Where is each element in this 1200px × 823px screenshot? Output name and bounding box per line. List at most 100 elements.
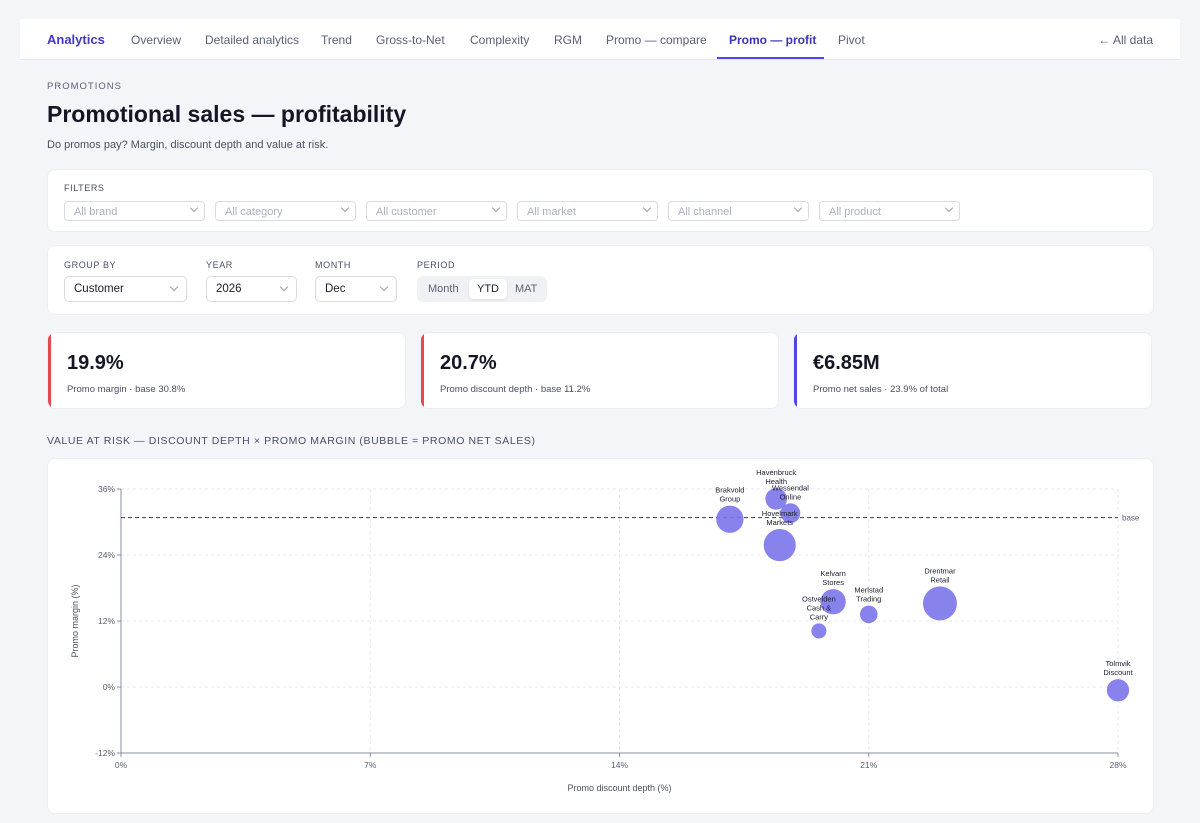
kpi-value: 19.9% bbox=[67, 352, 124, 374]
bubble-label-line: Markets bbox=[766, 518, 793, 527]
kpi-card-promo-margin: 19.9% Promo margin · base 30.8% bbox=[47, 332, 406, 409]
chevron-down-icon bbox=[189, 203, 199, 213]
top-nav: Analytics Overview Detailed analytics Tr… bbox=[20, 19, 1180, 60]
kpi-accent-bar bbox=[794, 333, 797, 408]
active-tab-indicator bbox=[717, 57, 824, 59]
tab-pivot[interactable]: Pivot bbox=[838, 33, 865, 47]
bubble-label: Havenbruck Health bbox=[756, 468, 796, 486]
group-by-value: Customer bbox=[74, 283, 124, 295]
filters-card: FILTERS All brand All category All custo… bbox=[47, 169, 1154, 232]
brand-filter[interactable]: All brand bbox=[64, 201, 205, 221]
bubble bbox=[763, 529, 796, 562]
kpi-accent-bar bbox=[48, 333, 51, 408]
bubble bbox=[716, 505, 744, 533]
tab-detailed-analytics[interactable]: Detailed analytics bbox=[205, 33, 300, 47]
filters-label: FILTERS bbox=[64, 183, 105, 193]
tab-rgm[interactable]: RGM bbox=[554, 33, 582, 47]
chevron-down-icon bbox=[169, 282, 179, 292]
bubble-label-line: Online bbox=[780, 492, 802, 501]
bubble bbox=[780, 503, 801, 524]
group-by-select[interactable]: Customer bbox=[64, 276, 187, 302]
chevron-down-icon bbox=[279, 282, 289, 292]
bubble-label-line: Tolmvik bbox=[1105, 659, 1130, 668]
bubble-label-line: Health bbox=[765, 477, 787, 486]
kpi-value: €6.85M bbox=[813, 352, 880, 374]
brand-filter-placeholder: All brand bbox=[74, 206, 118, 218]
bubble-label: Ostvelden Cash & Carry bbox=[802, 594, 836, 621]
all-data-link[interactable]: ← All data bbox=[1098, 33, 1153, 47]
x-tick-label: 0% bbox=[115, 760, 128, 770]
product-filter[interactable]: All product bbox=[819, 201, 960, 221]
bubble-label: Tolmvik Discount bbox=[1103, 659, 1133, 677]
y-tick-label: 24% bbox=[98, 550, 115, 560]
period-toggle: Month YTD MAT bbox=[417, 276, 547, 302]
category-filter[interactable]: All category bbox=[215, 201, 356, 221]
bubble bbox=[811, 623, 827, 639]
channel-filter[interactable]: All channel bbox=[668, 201, 809, 221]
chevron-down-icon bbox=[944, 203, 954, 213]
bubble-chart-card: 0% 7% 14% 21% 28% -12% 0% 12% 24% 36% base Havenbr… bbox=[47, 458, 1154, 814]
bubble-label: Merlstad Trading bbox=[854, 586, 883, 604]
kpi-caption: Promo net sales · 23.9% of total bbox=[813, 384, 949, 395]
bubble-label-line: Brakvold bbox=[715, 486, 744, 495]
brand-logo[interactable]: Analytics bbox=[47, 32, 105, 47]
chevron-down-icon bbox=[491, 203, 501, 213]
period-ytd-button[interactable]: YTD bbox=[469, 279, 507, 299]
chart-bubbles bbox=[716, 488, 1130, 702]
year-label: YEAR bbox=[206, 260, 233, 270]
tab-overview[interactable]: Overview bbox=[131, 33, 182, 47]
bubble-label-line: Kelvarn bbox=[820, 569, 845, 578]
bubble-label: Brakvold Group bbox=[715, 486, 744, 504]
bubble-label-line: Ostvelden bbox=[802, 594, 836, 603]
chevron-down-icon bbox=[793, 203, 803, 213]
chart-grid bbox=[120, 488, 1119, 754]
period-mat-button[interactable]: MAT bbox=[515, 283, 538, 295]
y-tick-label: -12% bbox=[95, 748, 115, 758]
tab-gross-to-net[interactable]: Gross-to-Net bbox=[376, 33, 445, 47]
bubble-label-line: Stores bbox=[822, 578, 844, 587]
x-tick-label: 7% bbox=[364, 760, 377, 770]
bubble-label-line: Discount bbox=[1103, 668, 1133, 677]
bubble-label: Drentmar Retail bbox=[924, 566, 956, 584]
y-tick-label: 12% bbox=[98, 616, 115, 626]
page-eyebrow: PROMOTIONS bbox=[47, 81, 122, 92]
tab-promo-compare[interactable]: Promo — compare bbox=[606, 33, 707, 47]
bubble-label: Wessendal Online bbox=[772, 483, 809, 501]
market-filter[interactable]: All market bbox=[517, 201, 658, 221]
tab-trend[interactable]: Trend bbox=[321, 33, 352, 47]
bubble bbox=[820, 589, 846, 615]
chart-axes: 0% 7% 14% 21% 28%-12%0%12%24%36%base bbox=[95, 484, 1140, 770]
year-select[interactable]: 2026 bbox=[206, 276, 297, 302]
group-by-label: GROUP BY bbox=[64, 260, 117, 270]
market-filter-placeholder: All market bbox=[527, 206, 576, 218]
chevron-down-icon bbox=[340, 203, 350, 213]
y-axis-label: Promo margin (%) bbox=[70, 584, 80, 657]
period-label: PERIOD bbox=[417, 260, 456, 270]
bubble-label-line: Havenbruck bbox=[756, 468, 796, 477]
bubble-label-line: Drentmar bbox=[924, 566, 956, 575]
bubble bbox=[922, 586, 957, 621]
category-filter-placeholder: All category bbox=[225, 206, 283, 218]
month-select[interactable]: Dec bbox=[315, 276, 397, 302]
bubble-label-line: Trading bbox=[856, 595, 881, 604]
all-data-label: All data bbox=[1112, 33, 1153, 47]
arrow-left-icon: ← bbox=[1098, 33, 1111, 47]
period-month-button[interactable]: Month bbox=[428, 283, 459, 295]
kpi-value: 20.7% bbox=[440, 352, 497, 374]
customer-filter[interactable]: All customer bbox=[366, 201, 507, 221]
bubble-label-line: Group bbox=[719, 495, 740, 504]
bubble-label: Kelvarn Stores bbox=[820, 569, 845, 587]
kpi-caption: Promo margin · base 30.8% bbox=[67, 384, 186, 395]
tab-complexity[interactable]: Complexity bbox=[470, 33, 530, 47]
chevron-down-icon bbox=[379, 282, 389, 292]
app-shell: Analytics Overview Detailed analytics Tr… bbox=[20, 0, 1180, 823]
page-title: Promotional sales — profitability bbox=[47, 101, 407, 127]
bubble-label-line: Hovelmark bbox=[762, 509, 798, 518]
bubble-chart: 0% 7% 14% 21% 28%-12%0%12%24%36%base Havenbr… bbox=[70, 468, 1140, 793]
kpi-card-net-sales: €6.85M Promo net sales · 23.9% of total bbox=[793, 332, 1152, 409]
tab-promo-profit[interactable]: Promo — profit bbox=[729, 33, 817, 47]
year-value: 2026 bbox=[216, 283, 242, 295]
chart-section-title: VALUE AT RISK — DISCOUNT DEPTH × PROMO M… bbox=[47, 435, 536, 447]
page-subtitle: Do promos pay? Margin, discount depth an… bbox=[47, 139, 329, 151]
product-filter-placeholder: All product bbox=[829, 206, 881, 218]
